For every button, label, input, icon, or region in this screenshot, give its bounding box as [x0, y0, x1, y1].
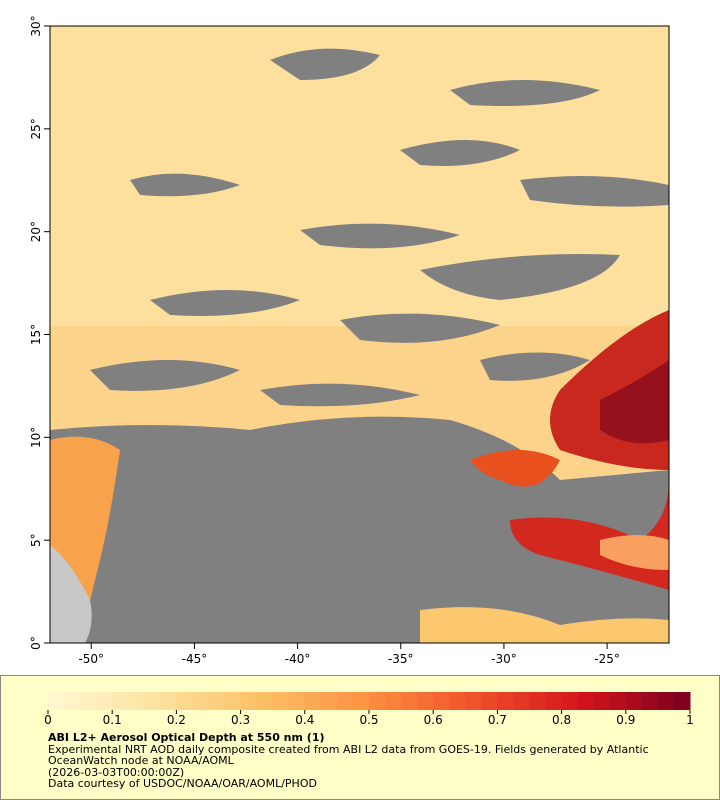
colorbar: 0 0.1 0.2 0.3 0.4 0.5 0.6 0.7 0.8 0.9 1	[44, 692, 694, 727]
colorbar-step	[48, 692, 65, 710]
colorbar-step	[417, 692, 434, 710]
colorbar-step	[336, 692, 354, 710]
y-tick-label: 5°	[29, 533, 43, 547]
colorbar-step	[449, 692, 466, 710]
colorbar-step	[320, 692, 338, 710]
colorbar-step	[208, 692, 226, 710]
x-tick-label: -30°	[491, 652, 517, 666]
colorbar-step	[256, 692, 274, 710]
colorbar-step	[176, 692, 193, 710]
colorbar-tick-label: 0.2	[167, 713, 186, 727]
colorbar-step	[673, 692, 691, 710]
y-tick-label: 10°	[29, 427, 43, 448]
colorbar-step	[433, 692, 450, 710]
colorbar-step	[529, 692, 547, 710]
colorbar-tick-label: 0	[44, 713, 52, 727]
colorbar-tick-label: 0.9	[616, 713, 635, 727]
colorbar-tick-label: 0.3	[231, 713, 250, 727]
colorbar-step	[304, 692, 322, 710]
colorbar-step	[288, 692, 306, 710]
colorbar-step	[224, 692, 242, 710]
colorbar-step	[369, 692, 386, 710]
colorbar-step	[641, 692, 659, 710]
colorbar-step	[481, 692, 498, 710]
colorbar-tick-label: 0.6	[424, 713, 443, 727]
colorbar-tick-label: 1	[686, 713, 694, 727]
legend-panel: 0 0.1 0.2 0.3 0.4 0.5 0.6 0.7 0.8 0.9 1 ABI L2+ Ae…	[0, 675, 720, 800]
colorbar-tick-label: 0.1	[103, 713, 122, 727]
colorbar-step	[112, 692, 129, 710]
y-tick-label: 20°	[29, 221, 43, 242]
colorbar-step	[657, 692, 675, 710]
y-tick-label: 25°	[29, 118, 43, 139]
colorbar-step	[352, 692, 370, 710]
colorbar-step	[96, 692, 113, 710]
caption-line: Experimental NRT AOD daily composite cre…	[48, 742, 649, 767]
colorbar-step	[80, 692, 97, 710]
colorbar-step	[240, 692, 258, 710]
caption: ABI L2+ Aerosol Optical Depth at 550 nm …	[48, 732, 688, 790]
colorbar-step	[593, 692, 611, 710]
colorbar-step	[609, 692, 627, 710]
y-tick-label: 0°	[29, 636, 43, 650]
x-tick-label: -35°	[388, 652, 414, 666]
y-tick-label: 15°	[29, 324, 43, 345]
colorbar-step	[497, 692, 514, 710]
colorbar-step	[625, 692, 643, 710]
colorbar-tick-label: 0.8	[552, 713, 571, 727]
colorbar-step	[513, 692, 530, 710]
caption-line: Data courtesy of USDOC/NOAA/OAR/AOML/PHO…	[48, 777, 317, 790]
colorbar-step	[144, 692, 161, 710]
colorbar-step	[465, 692, 482, 710]
colorbar-step	[192, 692, 209, 710]
aod-field	[50, 26, 669, 643]
colorbar-step	[385, 692, 402, 710]
y-tick-label: 30°	[29, 15, 43, 36]
colorbar-step	[577, 692, 595, 710]
colorbar-tick-label: 0.7	[488, 713, 507, 727]
colorbar-step	[545, 692, 563, 710]
colorbar-title: ABI L2+ Aerosol Optical Depth at 550 nm …	[48, 731, 325, 744]
colorbar-step	[160, 692, 177, 710]
map-figure: -50° -45° -40° -35° -30° -25° 0° 5° 10° 15° 20° 25°…	[29, 15, 670, 666]
colorbar-step	[401, 692, 418, 710]
x-tick-label: -50°	[78, 652, 104, 666]
caption-line: (2026-03-03T00:00:00Z)	[48, 765, 185, 779]
colorbar-step	[561, 692, 579, 710]
colorbar-step	[272, 692, 290, 710]
x-tick-label: -45°	[182, 652, 208, 666]
colorbar-tick-label: 0.4	[295, 713, 314, 727]
x-tick-label: -25°	[594, 652, 620, 666]
colorbar-step	[128, 692, 145, 710]
colorbar-tick-label: 0.5	[359, 713, 378, 727]
colorbar-step	[64, 692, 81, 710]
x-tick-label: -40°	[285, 652, 311, 666]
